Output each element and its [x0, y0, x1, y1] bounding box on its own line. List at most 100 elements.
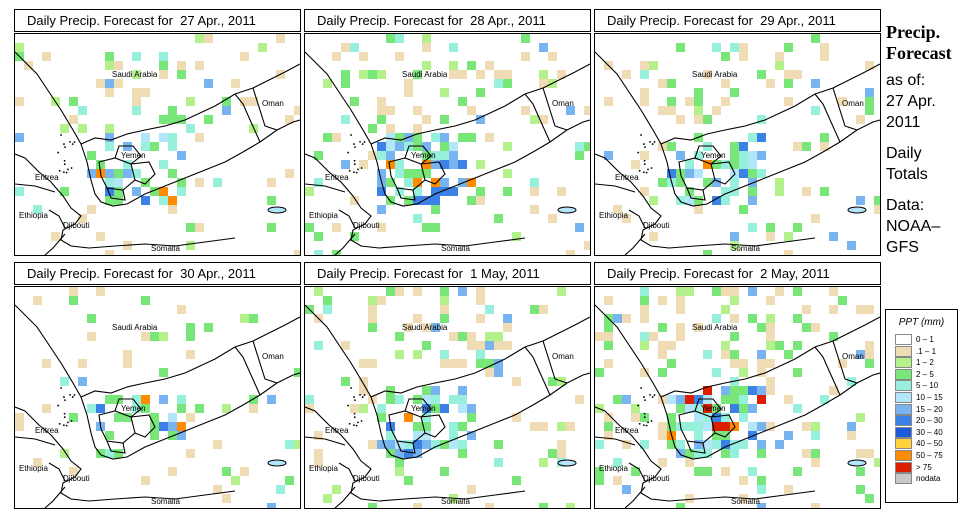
precip-cells — [305, 287, 584, 508]
island-dot — [353, 163, 356, 166]
boundary-line — [832, 87, 858, 131]
precip-cell — [159, 160, 168, 169]
boundary-line — [338, 462, 356, 482]
map-label-eritrea: Eritrea — [615, 173, 639, 182]
precip-cell — [78, 214, 87, 223]
precip-cell — [676, 296, 685, 305]
precip-cell — [712, 431, 721, 440]
precip-cell — [539, 79, 548, 88]
precip-cell — [404, 88, 413, 97]
precip-cell — [395, 52, 404, 61]
precip-cell — [512, 413, 521, 422]
precip-cell — [449, 151, 458, 160]
precip-cell — [168, 467, 177, 476]
precip-cell — [766, 223, 775, 232]
precip-cell — [267, 503, 276, 508]
precip-cell — [676, 151, 685, 160]
precip-cell — [141, 196, 150, 205]
precip-cell — [766, 323, 775, 332]
precip-cell — [512, 232, 521, 241]
precip-cell — [703, 250, 712, 255]
precip-cell — [748, 467, 757, 476]
precip-cell — [440, 115, 449, 124]
precip-cell — [150, 142, 159, 151]
precip-cell — [730, 88, 739, 97]
legend-item: nodata — [886, 473, 957, 485]
precip-cell — [240, 314, 249, 323]
precip-cell — [267, 395, 276, 404]
precip-cell — [69, 97, 78, 106]
precip-cell — [721, 187, 730, 196]
precip-cell — [811, 503, 820, 508]
precip-cell — [96, 404, 105, 413]
precip-cell — [757, 395, 766, 404]
precip-cell — [231, 476, 240, 485]
precip-cell — [548, 52, 557, 61]
precip-cell — [440, 404, 449, 413]
island-dot — [653, 394, 656, 396]
precip-cell — [694, 106, 703, 115]
island-dot — [350, 134, 352, 136]
map-label-oman: Oman — [842, 99, 864, 108]
precip-cell — [530, 115, 539, 124]
precip-cell — [467, 341, 476, 350]
forecast-panel-5: Daily Precip. Forecast for 1 May, 2011 S… — [304, 262, 591, 509]
precip-cell — [87, 314, 96, 323]
precip-cell — [530, 205, 539, 214]
precip-cell — [168, 422, 177, 431]
precip-cell — [829, 332, 838, 341]
precip-cell — [377, 106, 386, 115]
precip-cell — [458, 160, 467, 169]
precip-cell — [240, 52, 249, 61]
precip-cell — [847, 431, 856, 440]
precip-cell — [640, 314, 649, 323]
precip-cell — [820, 395, 829, 404]
boundary-line — [305, 153, 526, 249]
precip-cell — [485, 61, 494, 70]
island-dot — [71, 396, 74, 398]
precip-cell — [811, 422, 820, 431]
map-label-oman: Oman — [842, 352, 864, 361]
precip-cell — [105, 52, 114, 61]
precip-cell — [694, 440, 703, 449]
precip-cell — [784, 232, 793, 241]
precip-cell — [168, 133, 177, 142]
island-dot — [643, 159, 646, 162]
precip-cell — [294, 106, 300, 115]
precip-cell — [422, 34, 431, 43]
precip-cell — [467, 413, 476, 422]
map-label-somalia: Somalia — [151, 497, 180, 506]
boundary-line — [48, 209, 66, 229]
precip-cell — [784, 70, 793, 79]
precip-cell — [685, 422, 694, 431]
island-dot — [645, 424, 648, 427]
precip-cell — [458, 440, 467, 449]
precip-cell — [640, 97, 649, 106]
precip-cell — [422, 160, 431, 169]
precip-cell — [105, 142, 114, 151]
boundary-line — [814, 346, 841, 396]
precip-cell — [775, 52, 784, 61]
legend-item: 10 – 15 — [886, 391, 957, 404]
precip-cell — [721, 160, 730, 169]
island-dot — [64, 399, 66, 402]
legend-swatch — [895, 473, 912, 485]
precip-cell — [503, 169, 512, 178]
legend-swatch — [895, 449, 912, 461]
precip-cell — [213, 485, 222, 494]
precip-cell — [341, 377, 350, 386]
precip-cell — [377, 115, 386, 124]
precip-cell — [141, 395, 150, 404]
map-label-djibouti: Djibouti — [353, 221, 380, 230]
precip-cell — [305, 223, 314, 232]
precip-cell — [42, 404, 51, 413]
legend-item: 50 – 75 — [886, 449, 957, 462]
precip-cell — [440, 88, 449, 97]
precip-cell — [395, 142, 404, 151]
precip-cell — [159, 70, 168, 79]
island-dot — [65, 424, 68, 427]
forecast-panel-2: Daily Precip. Forecast for 28 Apr., 2011… — [304, 9, 591, 256]
island-dot — [363, 394, 366, 396]
island-dot — [360, 167, 363, 169]
precip-cell — [685, 160, 694, 169]
